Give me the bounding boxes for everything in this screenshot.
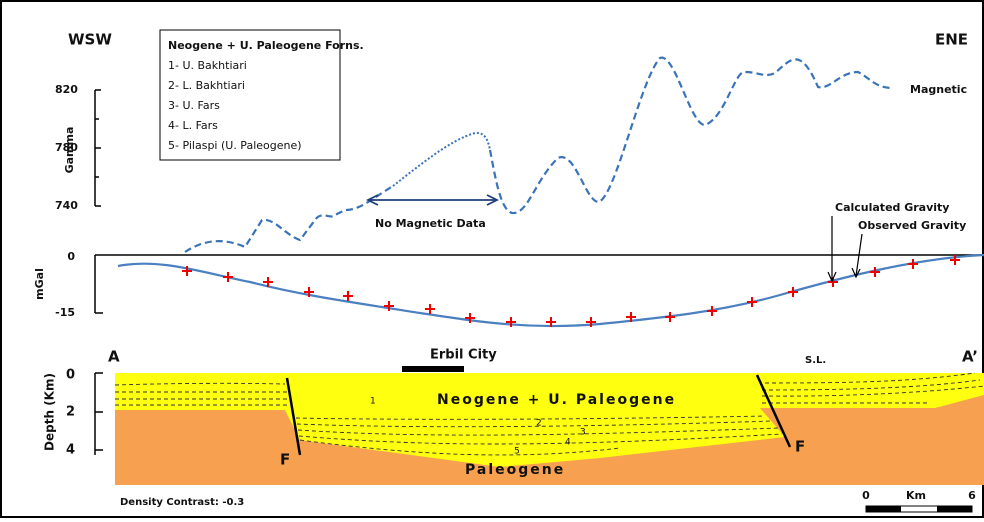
gap-label: No Magnetic Data [375,217,486,230]
fault-label: F [280,451,290,469]
magnetic-label: Magnetic [910,83,967,96]
scale-segment [866,506,901,512]
legend-item: 1- U. Bakhtiari [168,59,247,72]
legend-item: 4- L. Fars [168,119,218,132]
unit-label: Neogene + U. Paleogene [437,392,676,408]
density-label: Density Contrast: -0.3 [120,497,244,508]
depth-tick: 4 [66,443,75,458]
gravity-label: Observed Gravity [858,219,966,232]
gravity-tick: -15 [55,306,75,319]
unit-label: Paleogene [465,462,565,478]
scale-segment [937,506,972,512]
city-label: Erbil City [430,348,497,363]
fault-label: F [795,438,805,456]
legend-item: 5- Pilaspi (U. Paleogene) [168,139,302,152]
scale-unit: Km [906,489,926,502]
magnetic-tick: 820 [55,83,78,96]
gravity-label: Calculated Gravity [835,201,949,214]
magnetic-axis-label: Gamma [63,127,76,174]
scale-tick: 6 [968,489,976,502]
scale-tick: 0 [862,489,870,502]
section-end: A’ [962,348,978,366]
layer-number: 4 [565,438,571,448]
city-marker [402,366,464,372]
depth-tick: 0 [66,368,75,383]
layer-number: 1 [370,397,376,407]
section-start: A [108,348,120,366]
magnetic-tick: 740 [55,199,78,212]
depth-axis-label: Depth (Km) [43,373,57,451]
legend-item: 2- L. Bakhtiari [168,79,245,92]
layer-number: 3 [580,428,586,438]
gravity-tick: 0 [67,250,75,263]
direction-right: ENE [935,31,968,49]
legend-title: Neogene + U. Paleogene Forns. [168,39,364,52]
sea-level-label: S.L. [805,355,826,366]
gravity-axis-label: mGal [33,268,46,300]
legend-item: 3- U. Fars [168,99,220,112]
depth-tick: 2 [66,405,75,420]
layer-number: 5 [514,447,520,457]
layer-number: 2 [536,419,542,429]
legend: Neogene + U. Paleogene Forns. 1- U. Bakh… [160,30,364,160]
direction-left: WSW [68,31,112,49]
